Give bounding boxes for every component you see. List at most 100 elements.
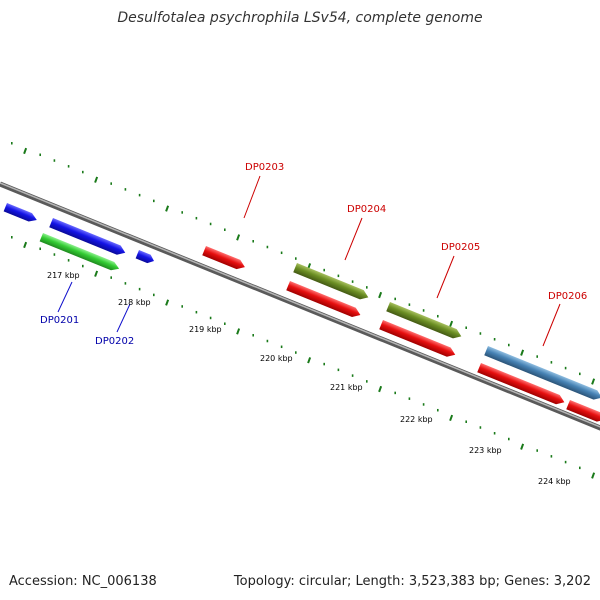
gene-arrow-dp0205-olive (386, 302, 462, 339)
lower-tick (536, 449, 538, 452)
upper-tick (67, 165, 70, 168)
upper-tick (181, 211, 183, 214)
lower-tick (266, 339, 269, 343)
upper-tick (479, 332, 482, 335)
lower-tick (153, 293, 155, 297)
lower-tick (366, 380, 368, 383)
upper-tick (536, 355, 538, 358)
lower-tick (591, 472, 596, 479)
lower-tick (479, 426, 482, 429)
lower-tick (110, 276, 112, 279)
lower-tick (209, 316, 212, 320)
lower-tick (295, 351, 297, 354)
upper-tick (195, 216, 198, 220)
gene-arrow-dp0206-steel (484, 346, 600, 400)
upper-tick (110, 182, 112, 185)
kbp-label-221: 221 kbp (330, 383, 363, 392)
accession-text: Accession: NC_006138 (9, 574, 157, 589)
upper-tick (564, 366, 567, 370)
gene-labels: DP0201 DP0202 DP0203 DP0204 DP0205 DP020… (40, 162, 587, 347)
lower-tick (67, 259, 70, 262)
upper-tick (351, 280, 354, 283)
lower-tick (465, 420, 467, 423)
lower-tick (236, 328, 241, 335)
lower-tick (579, 466, 581, 470)
upper-tick (165, 205, 170, 212)
upper-tick (449, 320, 454, 328)
upper-tick (295, 257, 297, 260)
upper-tick (520, 349, 525, 356)
upper-tick (124, 188, 127, 191)
lower-tick (280, 345, 283, 349)
tick-row-upper (11, 142, 596, 385)
upper-tick (394, 297, 396, 301)
gene-arrow-red-end (566, 400, 600, 422)
kbp-label-222: 222 kbp (400, 415, 433, 424)
lower-tick (508, 437, 510, 441)
leader-lines (57, 175, 561, 347)
gene-label-dp0203: DP0203 (245, 162, 284, 173)
lower-tick (408, 397, 411, 400)
upper-tick (236, 234, 241, 241)
upper-tick (280, 251, 283, 255)
upper-tick (138, 193, 141, 197)
upper-tick (252, 240, 254, 243)
upper-tick (337, 274, 340, 278)
gene-arrow-dp0206 (477, 363, 565, 405)
lower-tick (323, 362, 325, 366)
upper-tick (508, 343, 510, 347)
leader-line-dp0204 (344, 217, 363, 261)
lower-tick (124, 282, 127, 285)
gene-arrow-dp0202 (135, 250, 154, 264)
upper-tick (11, 142, 13, 145)
lower-tick (437, 408, 439, 412)
lower-tick (138, 287, 141, 291)
upper-tick (493, 338, 496, 341)
upper-tick (408, 303, 411, 306)
upper-tick (437, 314, 439, 318)
upper-tick (378, 291, 383, 299)
lower-tick (53, 253, 56, 256)
lower-tick (394, 391, 396, 395)
upper-tick (579, 372, 581, 376)
gene-arrow-dp0205 (379, 320, 456, 357)
leader-line-dp0206 (542, 303, 561, 347)
lower-tick (337, 368, 340, 372)
lower-tick (224, 322, 226, 325)
lower-tick (449, 414, 454, 422)
gene-label-dp0205: DP0205 (441, 242, 480, 253)
lower-tick (564, 460, 567, 464)
kbp-label-223: 223 kbp (469, 446, 502, 455)
kbp-label-220: 220 kbp (260, 354, 293, 363)
tick-row-lower (11, 236, 596, 479)
lower-tick (307, 357, 312, 364)
upper-tick (266, 245, 269, 249)
leader-line-dp0203 (243, 175, 261, 219)
lower-tick (422, 403, 425, 406)
lower-tick (82, 264, 84, 268)
upper-tick (153, 199, 155, 203)
gene-arrow-green (39, 233, 120, 271)
gene-label-dp0206: DP0206 (548, 291, 587, 302)
gene-arrows (3, 203, 600, 422)
kbp-labels: 217 kbp 218 kbp 219 kbp 220 kbp 221 kbp … (47, 271, 571, 486)
gene-arrow-dp0201 (49, 218, 126, 255)
upper-tick (39, 153, 41, 157)
lower-tick (493, 432, 496, 435)
upper-tick (23, 147, 28, 155)
lower-tick (94, 270, 99, 277)
lower-tick (252, 334, 254, 337)
gene-arrow-dp0204 (286, 281, 361, 317)
kbp-label-224: 224 kbp (538, 477, 571, 486)
upper-tick (323, 268, 325, 272)
upper-tick (366, 286, 368, 289)
gene-arrow-dp0203 (202, 246, 245, 270)
lower-tick (165, 299, 170, 306)
lower-tick (351, 374, 354, 377)
lower-tick (550, 455, 553, 458)
kbp-label-218: 218 kbp (118, 298, 151, 307)
lower-tick (23, 241, 28, 249)
lower-tick (11, 236, 13, 239)
gene-label-dp0204: DP0204 (347, 204, 386, 215)
gene-label-dp0202: DP0202 (95, 336, 134, 347)
